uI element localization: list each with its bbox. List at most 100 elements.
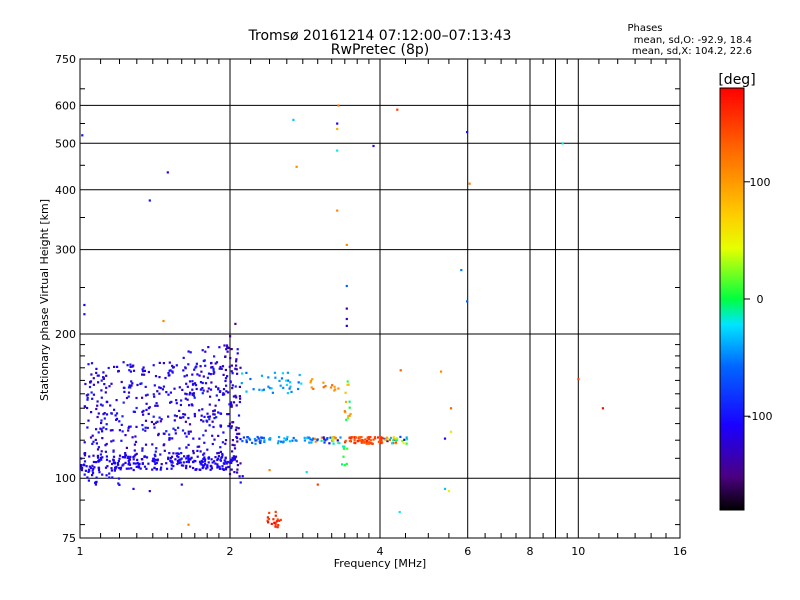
- data-point: [201, 466, 204, 470]
- data-point: [113, 365, 116, 368]
- data-point: [225, 384, 228, 387]
- data-point: [466, 300, 469, 303]
- data-point: [212, 425, 215, 429]
- data-point: [254, 439, 257, 442]
- data-point: [217, 411, 220, 414]
- data-point: [218, 346, 221, 349]
- data-point: [162, 385, 165, 388]
- data-point: [130, 380, 133, 383]
- data-point: [83, 441, 86, 444]
- data-point: [141, 368, 144, 371]
- data-point: [235, 358, 238, 361]
- data-point: [213, 417, 216, 420]
- data-point: [336, 439, 339, 442]
- data-point: [345, 462, 348, 465]
- data-point: [338, 442, 341, 445]
- data-point: [201, 408, 204, 411]
- data-point: [179, 403, 182, 407]
- data-point: [187, 430, 190, 433]
- data-point: [270, 387, 273, 390]
- data-point: [135, 406, 138, 410]
- data-point: [132, 462, 135, 465]
- data-point: [84, 452, 87, 455]
- data-point: [238, 385, 241, 388]
- data-point: [187, 443, 190, 446]
- data-point: [229, 357, 232, 360]
- colorbar-unit-label: [deg]: [718, 72, 755, 88]
- data-point: [115, 412, 119, 415]
- data-point: [151, 459, 154, 463]
- data-point: [80, 457, 83, 460]
- data-point: [86, 398, 89, 401]
- data-point: [92, 440, 95, 443]
- data-point: [290, 390, 293, 393]
- data-point: [211, 442, 214, 446]
- data-point: [345, 284, 348, 288]
- data-point: [224, 368, 227, 372]
- data-point: [201, 392, 204, 395]
- data-point: [125, 396, 129, 400]
- data-point: [105, 423, 108, 426]
- data-point: [194, 384, 198, 387]
- data-point: [259, 441, 262, 445]
- data-point: [209, 395, 212, 398]
- data-point: [349, 412, 352, 416]
- data-point: [171, 371, 174, 374]
- data-point: [303, 436, 306, 439]
- data-point: [158, 361, 161, 364]
- data-point: [156, 458, 159, 461]
- data-point: [320, 436, 323, 439]
- data-point: [182, 416, 185, 419]
- data-point: [277, 524, 280, 527]
- data-point: [98, 458, 101, 461]
- data-point: [189, 465, 192, 468]
- data-point: [101, 430, 104, 433]
- data-point: [200, 414, 203, 417]
- data-point: [212, 413, 215, 416]
- data-point: [176, 452, 179, 455]
- data-point: [159, 468, 162, 471]
- data-point: [184, 392, 187, 395]
- data-point: [136, 383, 139, 387]
- data-point: [206, 376, 209, 379]
- data-point: [403, 438, 406, 441]
- data-point: [206, 448, 209, 451]
- data-point: [175, 415, 178, 418]
- data-point: [92, 393, 95, 396]
- data-point: [259, 439, 262, 442]
- data-point: [238, 475, 241, 478]
- data-point: [336, 127, 339, 131]
- data-point: [188, 457, 191, 460]
- data-point: [134, 440, 138, 443]
- data-point: [203, 441, 206, 444]
- data-point: [405, 438, 409, 441]
- data-point: [195, 362, 198, 365]
- data-point: [232, 455, 235, 458]
- data-point: [303, 439, 306, 442]
- data-point: [80, 464, 83, 467]
- data-point: [267, 385, 270, 388]
- data-point: [178, 386, 181, 389]
- data-point: [222, 431, 225, 434]
- data-point: [83, 405, 87, 408]
- data-point: [309, 381, 312, 384]
- data-point: [312, 387, 315, 390]
- data-point: [167, 372, 170, 375]
- data-point: [121, 415, 124, 418]
- data-point: [178, 409, 181, 412]
- data-point: [95, 371, 98, 374]
- data-point: [241, 440, 244, 443]
- data-point: [87, 363, 90, 366]
- data-point: [227, 425, 230, 428]
- data-point: [392, 439, 395, 442]
- data-point: [129, 370, 132, 373]
- stats-line-x: mean, sd,X: 104.2, 22.6: [632, 46, 752, 57]
- data-point: [278, 436, 281, 439]
- data-point: [331, 437, 334, 440]
- data-point: [146, 393, 149, 396]
- data-point: [193, 412, 196, 416]
- data-point: [105, 400, 108, 403]
- colorbar-tick-label: 0: [757, 293, 764, 306]
- data-point: [279, 518, 282, 521]
- data-point: [214, 385, 218, 388]
